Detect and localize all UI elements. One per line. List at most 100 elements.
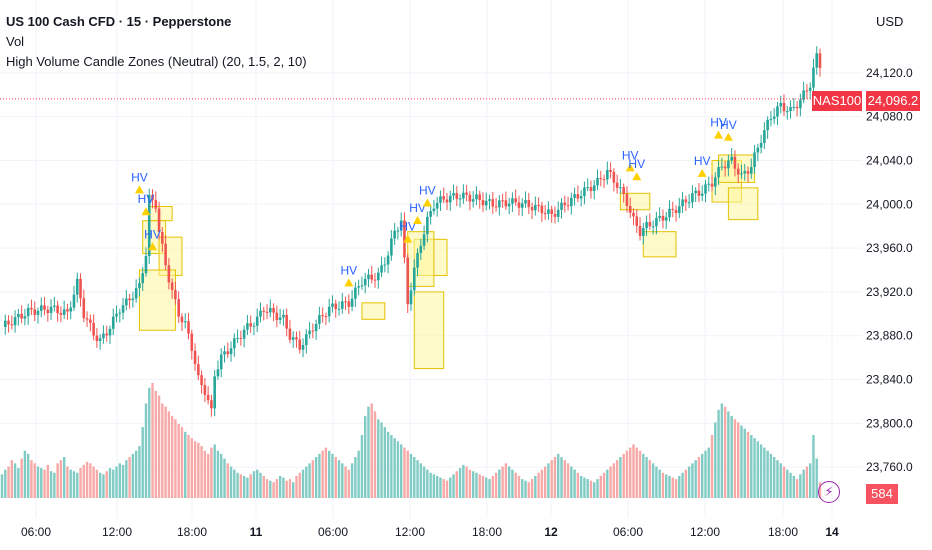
volume-bar	[507, 466, 511, 498]
volume-bar	[125, 460, 128, 498]
volume-bar	[249, 474, 252, 498]
candle-body	[380, 265, 383, 273]
volume-zone	[718, 154, 756, 183]
volume-bar	[321, 450, 324, 498]
currency-label[interactable]: USD	[876, 14, 904, 29]
y-tick-label: 24,080.0	[866, 110, 913, 124]
volume-bar	[517, 475, 521, 498]
candle-body	[344, 301, 347, 303]
candle-body	[563, 202, 567, 206]
candle-body	[589, 187, 593, 191]
volume-bar	[759, 444, 763, 498]
volume-bar	[341, 463, 344, 498]
indicator-zones-label[interactable]: High Volume Candle Zones (Neutral) (20, …	[6, 54, 307, 69]
volume-zones	[138, 154, 759, 370]
candle-body	[26, 307, 30, 317]
hv-triangle-icon	[422, 198, 432, 207]
volume-bar	[609, 466, 612, 498]
candle-body	[625, 193, 629, 207]
candle-body	[815, 53, 819, 68]
volume-bar	[59, 460, 63, 498]
volume-bar	[79, 468, 82, 498]
volume-bar	[727, 411, 730, 498]
candle-body	[138, 283, 141, 289]
volume-bar	[193, 441, 197, 498]
volume-bar	[82, 464, 85, 498]
volume-bar	[485, 477, 488, 498]
volume-bar	[363, 416, 367, 498]
price-axis[interactable]: 24,120.0 24,080.0 24,040.0 24,000.0 23,960.0…	[866, 66, 913, 474]
candle-body	[422, 234, 426, 246]
candle-body	[416, 252, 419, 268]
volume-zone	[642, 231, 677, 258]
candle-body	[776, 106, 779, 117]
candle-body	[347, 301, 351, 307]
volume-bar	[681, 472, 684, 498]
volume-bar	[0, 474, 4, 498]
volume-bar	[651, 463, 655, 498]
candle-body	[524, 200, 527, 204]
volume-bar	[292, 482, 295, 498]
volume-bar	[370, 403, 373, 498]
candle-body	[291, 337, 295, 340]
hv-triangle-icon	[723, 132, 733, 141]
volume-bar	[540, 469, 544, 498]
candle-body	[242, 329, 246, 339]
volume-bar	[416, 460, 419, 498]
candle-body	[687, 202, 691, 204]
candle-body	[606, 169, 609, 180]
candle-body	[170, 282, 174, 291]
candle-body	[471, 199, 475, 202]
indicator-vol-label[interactable]: Vol	[6, 34, 25, 49]
candle-body	[53, 305, 56, 307]
candle-body	[746, 171, 750, 174]
candle-body	[259, 310, 262, 317]
candle-body	[713, 177, 717, 187]
volume-bar	[789, 472, 792, 498]
candle-body	[213, 376, 216, 409]
symbol-price-tag: NAS100	[812, 91, 862, 111]
lightning-icon[interactable]: ⚡	[818, 481, 840, 503]
hv-triangle-icon	[148, 242, 158, 251]
volume-bar	[213, 444, 216, 498]
volume-bar	[180, 427, 184, 498]
volume-bar	[658, 469, 661, 498]
candle-body	[710, 183, 714, 187]
candle-body	[785, 111, 789, 113]
volume-bar	[543, 466, 547, 498]
candle-body	[704, 184, 707, 194]
volume-bar	[723, 406, 727, 498]
candle-body	[671, 208, 675, 210]
volume-bar	[511, 469, 514, 498]
time-axis[interactable]: 06:00 12:00 18:00 11 06:00 12:00 18:00 12 06:00 1…	[21, 525, 839, 539]
volume-bar	[795, 479, 799, 498]
candle-body	[282, 314, 285, 318]
volume-bar	[802, 469, 805, 498]
candle-body	[367, 274, 370, 279]
candle-body	[779, 103, 783, 107]
candle-body	[200, 375, 203, 386]
volume-bar	[527, 482, 530, 498]
symbol-title[interactable]: US 100 Cash CFD · 15 · Pepperstone	[6, 14, 232, 29]
volume-bar	[547, 463, 550, 498]
volume-bar	[350, 463, 354, 498]
volume-bar	[475, 472, 478, 498]
volume-bar	[246, 477, 249, 498]
volume-bar	[488, 479, 491, 498]
volume-bar	[112, 469, 115, 498]
volume-bar	[619, 457, 622, 498]
volume-bar	[468, 469, 472, 498]
candle-body	[507, 203, 511, 207]
volume-bar	[697, 457, 701, 498]
candle-body	[707, 183, 711, 185]
hv-triangle-icon	[632, 172, 642, 181]
volume-bar	[782, 466, 786, 498]
x-tick-label: 18:00	[177, 525, 207, 539]
hv-label: HV	[340, 263, 357, 277]
volume-bar	[455, 471, 459, 498]
candle-body	[491, 199, 495, 207]
candle-body	[223, 351, 226, 355]
candle-body	[111, 316, 115, 329]
volume-bar	[730, 416, 733, 498]
